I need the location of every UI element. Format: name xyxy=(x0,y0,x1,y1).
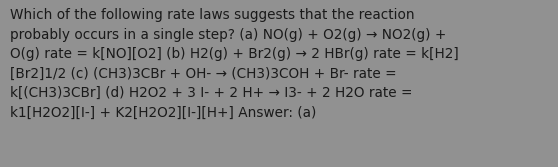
Text: Which of the following rate laws suggests that the reaction
probably occurs in a: Which of the following rate laws suggest… xyxy=(10,8,459,120)
